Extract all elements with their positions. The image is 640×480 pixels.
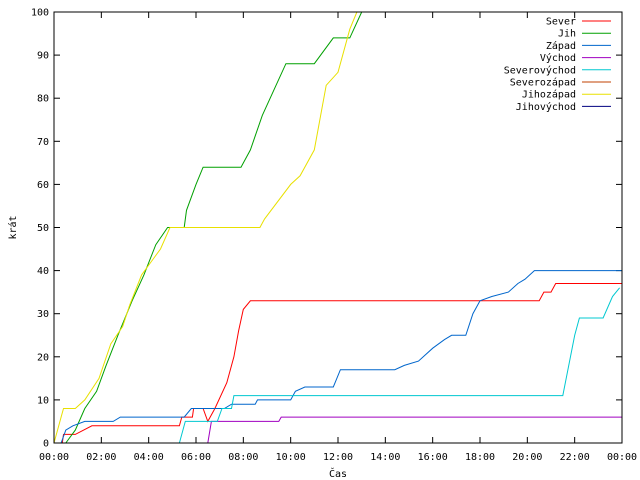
x-axis-label: Čas (329, 467, 347, 480)
x-tick-label: 14:00 (370, 452, 400, 463)
series-line-6 (53, 11, 358, 444)
plot-frame (53, 11, 623, 444)
x-tick-label: 04:00 (134, 452, 164, 463)
y-tick-label: 90 (37, 51, 49, 62)
y-tick-label: 70 (37, 137, 49, 148)
y-tick-label: 60 (37, 180, 49, 191)
x-tick-label: 12:00 (323, 452, 353, 463)
x-tick-label: 00:00 (39, 452, 69, 463)
legend: SeverJihZápadVýchodSeverovýchodSeverozáp… (504, 17, 611, 113)
y-tick-label: 100 (31, 8, 49, 19)
legend-label: Jihozápad (522, 89, 576, 101)
x-tick-label: 20:00 (512, 452, 542, 463)
x-tick-label: 06:00 (181, 452, 211, 463)
x-tick-label: 22:00 (560, 452, 590, 463)
x-tick-label: 00:00 (607, 452, 637, 463)
y-axis-label: krát (7, 215, 19, 239)
legend-label: Východ (540, 52, 576, 64)
y-tick-label: 50 (37, 223, 49, 234)
y-tick-label: 20 (37, 352, 49, 363)
x-tick-label: 08:00 (228, 452, 258, 463)
y-tick-label: 30 (37, 309, 49, 320)
series-line-1 (65, 11, 363, 444)
series-line-0 (61, 283, 622, 444)
legend-label: Sever (546, 17, 576, 28)
x-tick-label: 18:00 (465, 452, 495, 463)
series-line-4 (178, 287, 620, 444)
series-line-3 (207, 416, 622, 444)
y-tick-label: 0 (43, 439, 49, 450)
x-axis-ticks: 00:00 02:00 04:00 06:00 08:00 10:00 12:00 14:00… (39, 12, 637, 463)
legend-label: Severovýchod (504, 64, 576, 76)
series-lines (53, 11, 622, 444)
x-tick-label: 02:00 (86, 452, 116, 463)
y-tick-label: 10 (37, 395, 49, 406)
legend-label: Západ (546, 40, 576, 52)
x-tick-label: 10:00 (276, 452, 306, 463)
y-axis-ticks: 0 10 20 30 40 50 60 70 80 90 100 (31, 8, 622, 450)
legend-label: Severozápad (510, 77, 576, 89)
y-tick-label: 80 (37, 94, 49, 105)
series-line-2 (60, 270, 622, 444)
x-tick-label: 16:00 (418, 452, 448, 463)
y-tick-label: 40 (37, 266, 49, 277)
legend-label: Jih (558, 29, 576, 40)
legend-label: Jihovýchod (516, 101, 576, 113)
